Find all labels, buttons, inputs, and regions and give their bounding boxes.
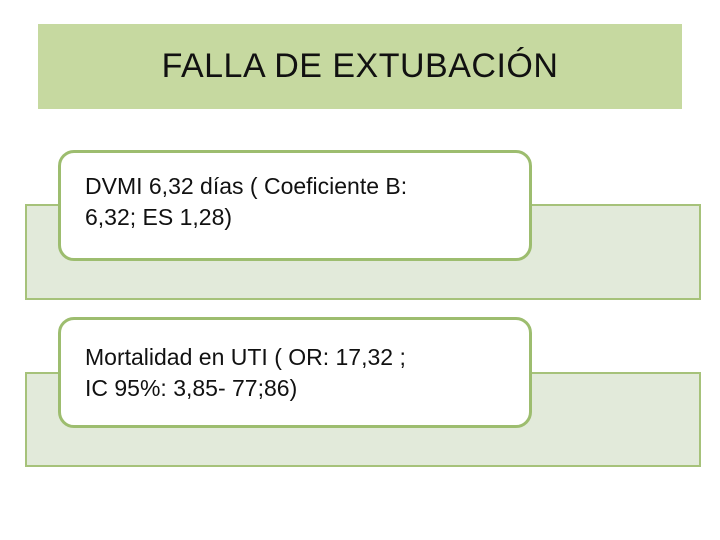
- finding-line-1: Mortalidad en UTI ( OR: 17,32 ;: [85, 344, 406, 370]
- page-title: FALLA DE EXTUBACIÓN: [161, 47, 559, 85]
- finding-line-2: 6,32; ES 1,28): [85, 204, 233, 230]
- finding-card-dvmi: DVMI 6,32 días ( Coeficiente B: 6,32; ES…: [58, 150, 532, 261]
- title-banner: FALLA DE EXTUBACIÓN: [38, 24, 682, 109]
- finding-line-2: IC 95%: 3,85- 77;86): [85, 375, 298, 401]
- finding-card-mortality: Mortalidad en UTI ( OR: 17,32 ; IC 95%: …: [58, 317, 532, 428]
- finding-line-1: DVMI 6,32 días ( Coeficiente B:: [85, 173, 408, 199]
- finding-text: DVMI 6,32 días ( Coeficiente B: 6,32; ES…: [85, 171, 505, 233]
- finding-text: Mortalidad en UTI ( OR: 17,32 ; IC 95%: …: [85, 342, 505, 404]
